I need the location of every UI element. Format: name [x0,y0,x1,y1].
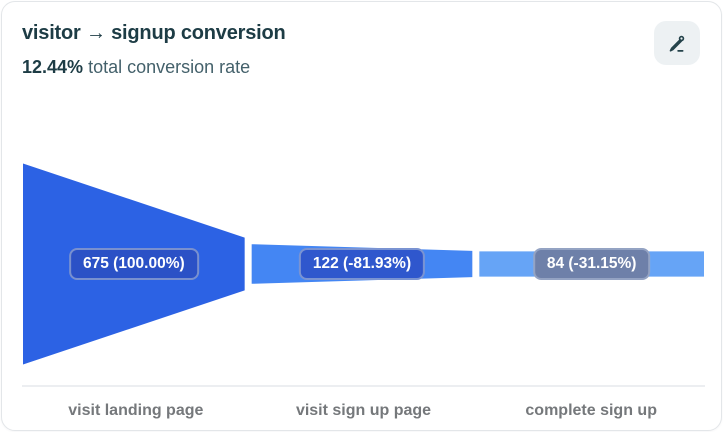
funnel-value-pill-2[interactable]: 122 (-81.93%) [298,248,426,280]
funnel-chart: visit landing page visit sign up page comp… [22,122,705,430]
funnel-value-pill-1[interactable]: 675 (100.00%) [68,248,199,280]
funnel-step-label-2: visit sign up page [295,401,432,419]
funnel-step-axis: visit landing page visit sign up page comp… [22,385,705,430]
funnel-step-label-3: complete sign up [525,401,657,419]
total-conversion-rate-label: total conversion rate [88,57,251,77]
edit-button[interactable] [654,21,700,65]
card-header: visitor → signup conversion 12.44% total… [2,2,721,102]
pencil-edit-icon [666,32,688,54]
insight-title: visitor → signup conversion [22,22,286,44]
funnel-step-label-1: visit landing page [68,401,204,419]
funnel-value-pill-3[interactable]: 84 (-31.15%) [532,248,651,280]
conversion-rate-summary: 12.44% total conversion rate [22,57,250,77]
total-conversion-rate-value: 12.44% [22,57,84,77]
